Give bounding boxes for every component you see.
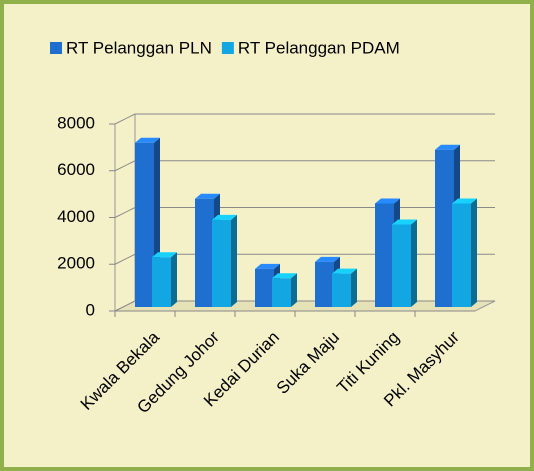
bar-front: [392, 224, 411, 307]
bar-top: [272, 273, 297, 279]
bar-front: [375, 203, 394, 307]
grid-line: [114, 300, 136, 312]
bar-side: [351, 268, 357, 307]
bar-front: [212, 219, 231, 307]
bar-top: [315, 256, 340, 262]
grid-line: [114, 113, 136, 125]
grid-line: [114, 253, 136, 265]
grid-line: [114, 160, 136, 172]
bar-top: [332, 268, 357, 274]
bar-side: [291, 273, 297, 307]
bar-front: [452, 203, 471, 307]
bar-side: [171, 252, 177, 307]
bar-front: [315, 261, 334, 307]
legend-label: RT Pelanggan PLN: [66, 38, 212, 57]
bar-front: [332, 273, 351, 307]
bar-side: [471, 198, 477, 307]
bar: [212, 214, 237, 307]
legend-swatch: [221, 42, 234, 54]
y-tick-label: 4000: [57, 207, 95, 226]
bar: [452, 198, 477, 307]
bar-front: [152, 257, 171, 307]
legend-label: RT Pelanggan PDAM: [238, 38, 400, 57]
bar-top: [212, 214, 237, 220]
bar: [392, 219, 417, 307]
bar-front: [435, 149, 454, 307]
bar-side: [231, 214, 237, 307]
bar-front: [195, 198, 214, 307]
bar: [332, 268, 357, 307]
bar-top: [375, 198, 400, 204]
y-tick-label: 6000: [57, 160, 95, 179]
bar: [272, 273, 297, 307]
bar-top: [392, 219, 417, 225]
bar-top: [195, 193, 220, 199]
y-tick-label: 8000: [57, 113, 95, 132]
bar-front: [272, 278, 291, 307]
bar-top: [152, 252, 177, 258]
bar-top: [435, 144, 460, 150]
legend-swatch: [50, 42, 62, 54]
bar-top: [255, 263, 280, 269]
bar: [152, 252, 177, 307]
grid-line: [114, 207, 136, 218]
bar-side: [411, 219, 417, 307]
bar-front: [135, 142, 154, 307]
y-tick-label: 2000: [57, 254, 95, 273]
bar-front: [255, 268, 274, 307]
y-tick-label: 0: [86, 300, 95, 319]
bar-top: [135, 137, 160, 143]
bar-top: [452, 198, 477, 204]
